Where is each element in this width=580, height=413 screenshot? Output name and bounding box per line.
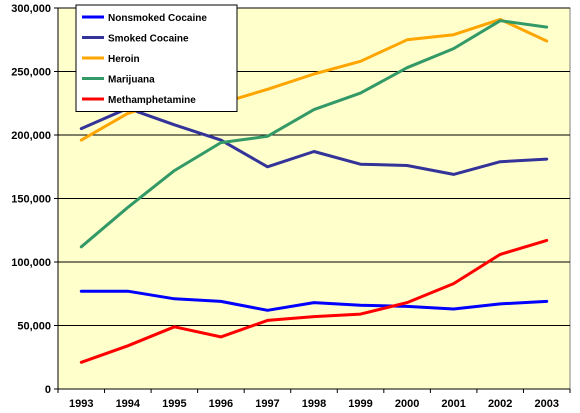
x-tick-label: 1994 [116,398,141,410]
series-line-marijuana [79,19,549,249]
legend-label-nonsmoked-cocaine: Nonsmoked Cocaine [108,13,207,24]
y-tick-label: 100,000 [11,257,51,269]
y-tick-label: 250,000 [11,67,51,79]
series-line-nonsmoked-cocaine [79,289,549,312]
y-tick-label: 0 [45,384,51,396]
x-tick-label: 2002 [488,398,512,410]
x-tick-label: 2001 [441,398,465,410]
y-tick-label: 200,000 [11,130,51,142]
x-tick-label: 1996 [209,398,233,410]
x-tick-label: 1993 [69,398,93,410]
x-tick-label: 1998 [302,398,326,410]
legend-label-smoked-cocaine: Smoked Cocaine [108,34,189,45]
x-axis: 1993 1994 1995 1996 1997 1998 1999 2000 2001 2002… [57,388,571,410]
x-tick-label: 1997 [255,398,279,410]
y-tick-label: 300,000 [11,3,51,15]
x-tick-label: 2000 [395,398,419,410]
x-tick-label: 2003 [534,398,558,410]
legend-label-heroin: Heroin [108,54,140,65]
series-line-methamphetamine [79,238,549,364]
legend-label-marijuana: Marijuana [108,75,155,86]
x-tick-label: 1995 [162,398,186,410]
y-tick-label: 150,000 [11,194,51,206]
y-tick-label: 50,000 [17,321,51,333]
x-tick-label: 1999 [348,398,372,410]
legend: Nonsmoked Cocaine Smoked Cocaine Heroin Mar… [75,4,238,112]
legend-label-methamphetamine: Methamphetamine [108,95,196,106]
y-axis: 0 50,000 100,000 150,000 200,000 250,000 300,0… [11,3,59,396]
series-line-smoked-cocaine [79,106,549,176]
